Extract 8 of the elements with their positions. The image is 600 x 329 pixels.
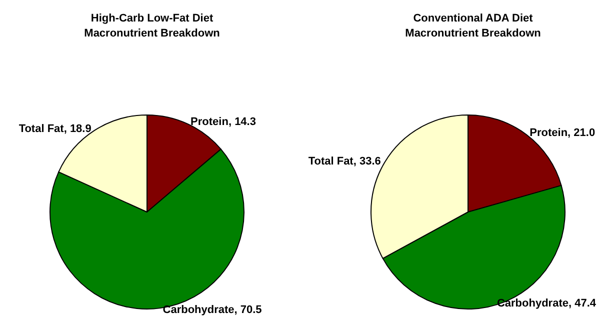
slice-label: Protein, 14.3 bbox=[190, 116, 256, 128]
slice-label: Protein, 21.0 bbox=[530, 126, 596, 139]
chart-title: Conventional ADA Diet Macronutrient Breakdown bbox=[405, 12, 542, 40]
slice-label: Carbohydrate, 70.5 bbox=[162, 304, 262, 316]
slice-label: Total Fat, 33.6 bbox=[308, 155, 381, 168]
chart-title: High-Carb Low-Fat Diet Macronutrient Breakdown bbox=[84, 12, 220, 40]
slice-label: Total Fat, 18.9 bbox=[18, 122, 92, 135]
slice-label: Carbohydrate, 47.4 bbox=[496, 298, 597, 310]
